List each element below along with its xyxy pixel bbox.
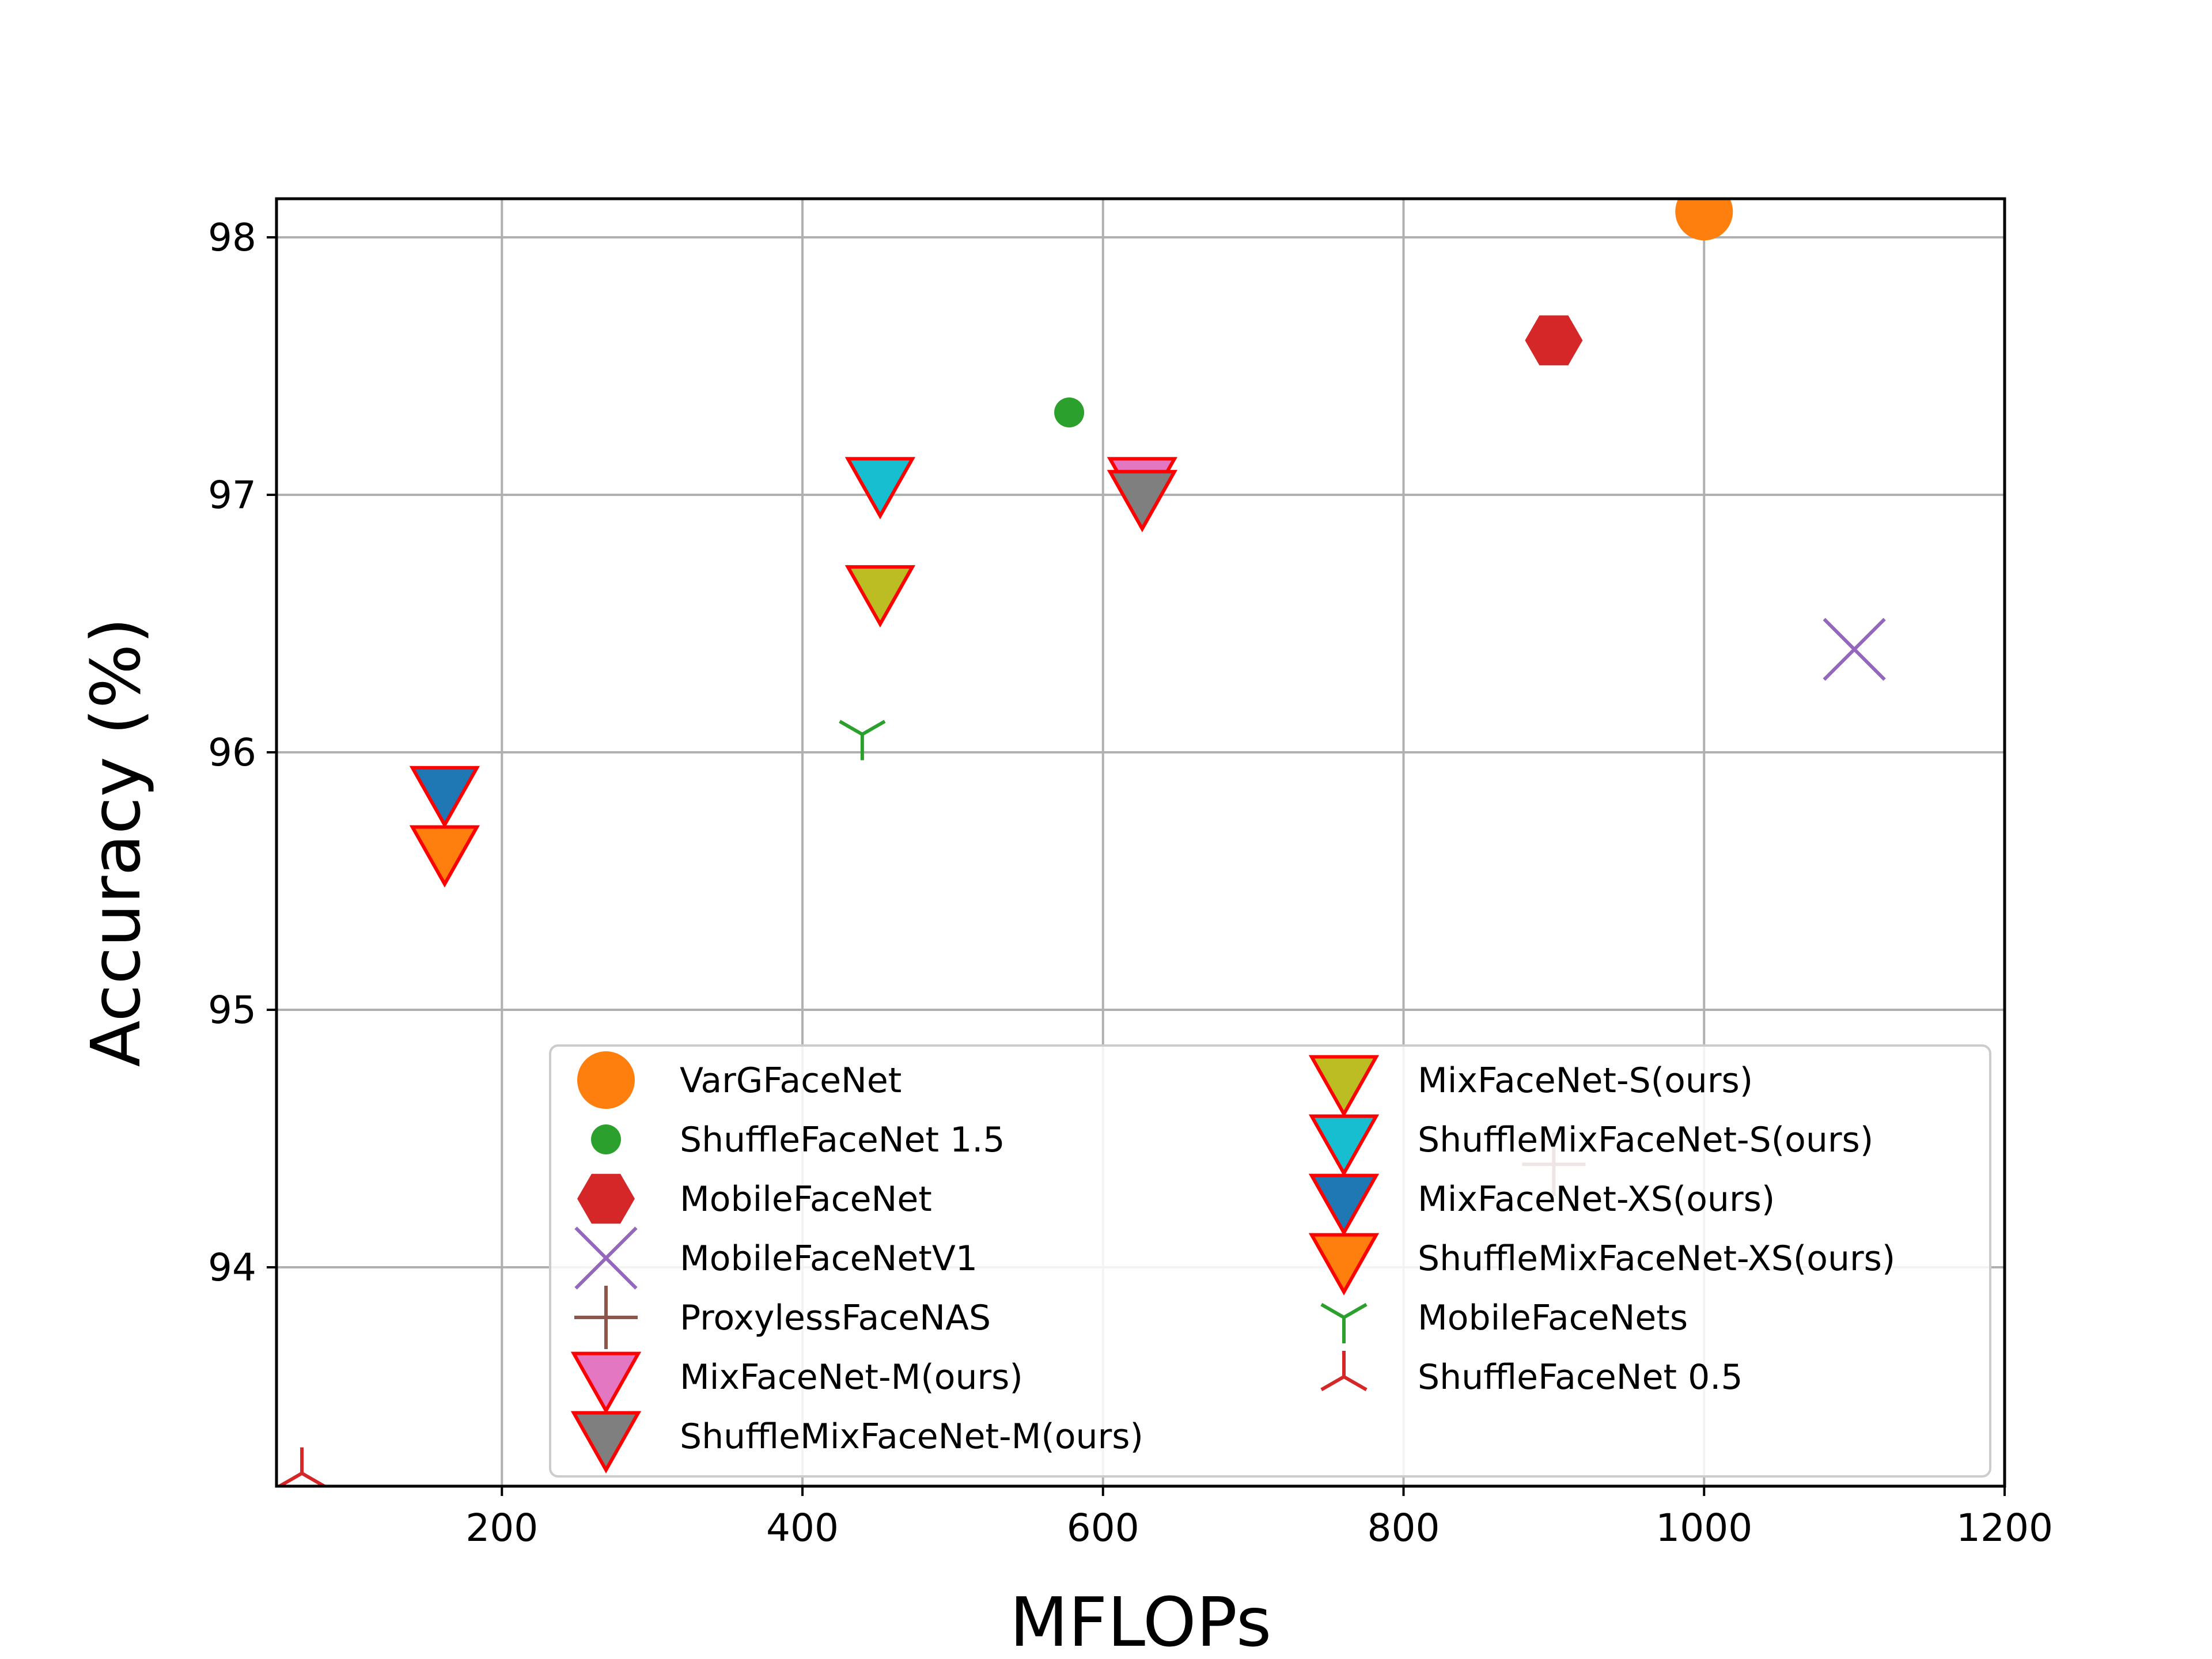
legend-marker <box>591 1124 621 1154</box>
data-point <box>1054 397 1085 428</box>
y-axis-title: Accuracy (%) <box>76 618 156 1067</box>
data-point <box>409 825 480 888</box>
data-point <box>844 565 916 628</box>
legend-label: ShuffleFaceNet 1.5 <box>680 1120 1005 1160</box>
y-tick-label: 96 <box>208 730 256 775</box>
x-axis-title: MFLOPs <box>1010 1582 1272 1659</box>
legend-marker <box>1320 1351 1368 1392</box>
legend: VarGFaceNet ShuffleFaceNet 1.5 MobileFaceN… <box>549 1044 1991 1478</box>
legend-marker <box>577 1173 635 1224</box>
legend-marker <box>1308 1173 1380 1236</box>
legend-box <box>549 1044 1991 1478</box>
legend-label: ShuffleFaceNet 0.5 <box>1418 1357 1743 1397</box>
data-point <box>1525 315 1583 366</box>
legend-label: VarGFaceNet <box>680 1060 902 1101</box>
legend-label: ProxylessFaceNAS <box>680 1298 991 1338</box>
legend-marker <box>570 1411 642 1474</box>
x-tick-label: 800 <box>1368 1506 1440 1550</box>
legend-label: MixFaceNet-XS(ours) <box>1418 1179 1775 1219</box>
legend-label: MixFaceNet-M(ours) <box>680 1357 1023 1397</box>
x-tick-label: 1200 <box>1956 1506 2053 1550</box>
legend-marker <box>1320 1302 1368 1343</box>
data-point <box>278 1447 325 1486</box>
plot-frame <box>275 197 2006 1488</box>
legend-marker <box>577 1051 635 1109</box>
legend-label: MixFaceNet-S(ours) <box>1418 1060 1753 1101</box>
y-tick-label: 94 <box>208 1245 256 1290</box>
legend-marker <box>1308 1055 1380 1118</box>
legend-marker <box>570 1351 642 1414</box>
y-tick-label: 97 <box>208 473 256 517</box>
legend-marker <box>574 1286 638 1349</box>
legend-label: ShuffleMixFaceNet-XS(ours) <box>1418 1238 1895 1279</box>
y-tick-label: 95 <box>208 988 256 1032</box>
x-tick-label: 400 <box>766 1506 839 1550</box>
legend-label: ShuffleMixFaceNet-S(ours) <box>1418 1120 1873 1160</box>
x-tick-label: 1000 <box>1656 1506 1752 1550</box>
data-point <box>409 766 480 828</box>
legend-label: ShuffleMixFaceNet-M(ours) <box>680 1416 1143 1457</box>
data-point <box>839 719 886 760</box>
x-tick-label: 200 <box>465 1506 538 1550</box>
legend-marker <box>1308 1114 1380 1177</box>
legend-label: MobileFaceNet <box>680 1179 932 1219</box>
x-tick-label: 600 <box>1067 1506 1139 1550</box>
data-point <box>1675 199 1733 241</box>
legend-marker <box>574 1226 638 1290</box>
legend-label: MobileFaceNetV1 <box>680 1238 978 1279</box>
data-point <box>844 457 916 520</box>
data-point <box>1107 469 1178 532</box>
y-tick-label: 98 <box>208 215 256 260</box>
legend-marker <box>1308 1233 1380 1296</box>
axis-ticks: 200 400 600 800 1000 1200 94 95 96 97 98 <box>208 215 2053 1550</box>
data-point <box>1823 618 1886 681</box>
legend-label: MobileFaceNets <box>1418 1298 1688 1338</box>
